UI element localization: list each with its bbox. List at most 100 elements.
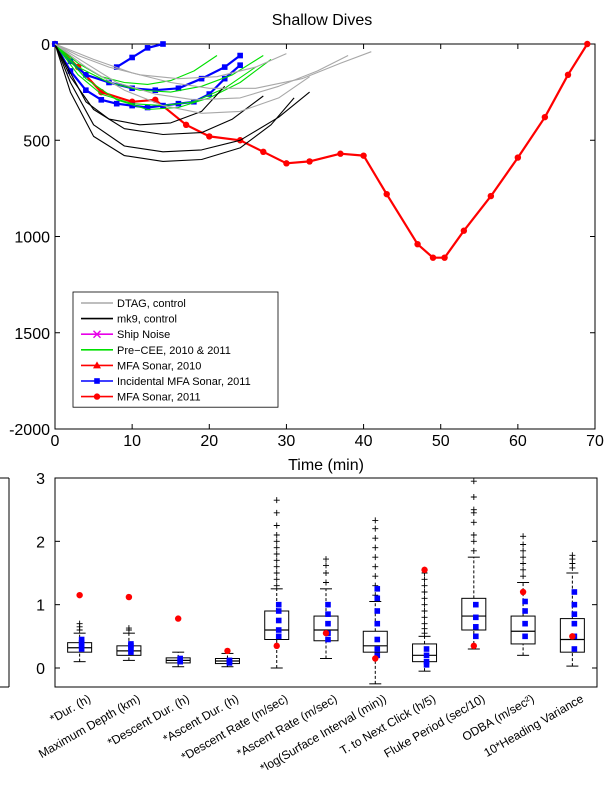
series-line	[54, 43, 287, 80]
series-point	[514, 154, 522, 161]
outlier-plus	[520, 533, 527, 540]
outlier-plus	[520, 560, 527, 567]
incidental-sonar-point	[78, 646, 85, 652]
mfa-sonar-2011-point	[76, 591, 83, 599]
legend-swatch-marker	[93, 330, 101, 339]
legend-label: DTAG, control	[117, 298, 186, 310]
series-point	[98, 97, 105, 103]
series-line	[54, 43, 589, 259]
legend-label: Ship Noise	[117, 329, 170, 341]
y-tick-label: 2	[36, 534, 45, 551]
series-point	[360, 152, 367, 159]
outlier-plus	[421, 601, 428, 608]
series-point	[237, 62, 243, 68]
outlier-plus	[273, 532, 280, 538]
outlier-plus	[520, 554, 527, 561]
series-point	[584, 40, 591, 48]
mfa-sonar-2011-point	[421, 566, 428, 574]
outlier-plus	[323, 556, 329, 563]
series-line	[54, 43, 272, 111]
outlier-plus	[372, 517, 379, 524]
series-point	[237, 52, 243, 59]
outlier-plus	[273, 509, 280, 516]
outlier-plus	[273, 570, 280, 576]
series-point	[221, 64, 228, 70]
incidental-sonar-point	[374, 620, 381, 627]
incidental-sonar-point	[374, 646, 381, 652]
series-point	[337, 150, 344, 157]
outlier-plus	[273, 582, 280, 589]
series-line	[54, 43, 241, 92]
outlier-plus	[421, 589, 428, 595]
x-tick-label: 0	[51, 433, 60, 450]
series-point	[113, 100, 120, 107]
series-line	[54, 43, 295, 162]
outlier-plus	[273, 576, 280, 583]
series-point	[83, 72, 89, 78]
legend: DTAG, control mk9, control Ship Noise Pre−C…	[72, 291, 279, 408]
incidental-sonar-point	[226, 657, 233, 664]
outlier-plus	[273, 551, 280, 557]
outlier-plus	[470, 478, 477, 485]
series-point	[152, 87, 159, 93]
series-point	[541, 113, 549, 121]
y-tick-label: 1500	[14, 326, 50, 343]
y-tick-label: 1	[36, 598, 45, 615]
outlier-plus	[520, 541, 527, 548]
outlier-plus	[470, 532, 477, 538]
series-point	[260, 148, 267, 155]
outlier-plus	[273, 557, 280, 564]
incidental-sonar-point	[522, 620, 528, 627]
incidental-sonar-point	[423, 646, 430, 652]
x-tick-label: 20	[200, 433, 218, 450]
incidental-sonar-point	[128, 646, 134, 652]
series-point	[182, 121, 190, 129]
mfa-sonar-2011-point	[569, 633, 576, 640]
incidental-sonar-point	[473, 624, 479, 630]
incidental-sonar-point	[78, 643, 85, 649]
series-line	[54, 43, 310, 114]
series-line	[54, 43, 226, 126]
outlier-plus	[421, 595, 428, 602]
outlier-plus	[323, 562, 329, 569]
outlier-plus	[273, 538, 280, 545]
incidental-sonar-point	[423, 658, 430, 665]
incidental-sonar-point	[473, 633, 479, 640]
outlier-plus	[470, 547, 477, 554]
outlier-plus	[421, 625, 428, 632]
series-point	[564, 71, 572, 79]
outlier-plus	[273, 563, 280, 570]
outlier-plus	[372, 544, 379, 551]
incidental-sonar-point	[374, 595, 381, 602]
mfa-sonar-2011-point	[470, 642, 478, 650]
mfa-sonar-2011-point	[322, 629, 330, 637]
outlier-plus	[76, 620, 83, 627]
incidental-sonar-point	[571, 601, 578, 608]
legend-label: MFA Sonar, 2011	[117, 392, 201, 404]
incidental-sonar-point	[374, 608, 381, 614]
series-point	[175, 85, 182, 92]
series-point	[160, 41, 166, 47]
incidental-sonar-point	[275, 633, 282, 640]
series-point	[441, 254, 448, 261]
series-line	[54, 43, 218, 85]
incidental-sonar-point	[78, 636, 85, 643]
incidental-sonar-point	[275, 601, 282, 608]
top-line-chart: 0 10 20 30 40 50 60 70 0 500 1000 1500 -2000 DTAG, co…	[9, 37, 604, 450]
outlier-plus	[520, 547, 527, 554]
series-line	[116, 42, 164, 69]
y-tick-label: 500	[23, 133, 50, 150]
outlier-plus	[470, 506, 477, 513]
x-tick-label: 60	[509, 433, 527, 450]
incidental-sonar-point	[78, 639, 85, 646]
incidental-sonar-point	[325, 620, 331, 627]
incidental-sonar-point	[522, 608, 528, 614]
series-point	[283, 160, 290, 167]
series-point	[306, 158, 313, 165]
outlier-plus	[421, 576, 428, 583]
x-tick-label: 40	[355, 433, 373, 450]
incidental-sonar-point	[374, 586, 381, 592]
series-point	[83, 87, 89, 93]
outlier-plus	[273, 544, 280, 551]
